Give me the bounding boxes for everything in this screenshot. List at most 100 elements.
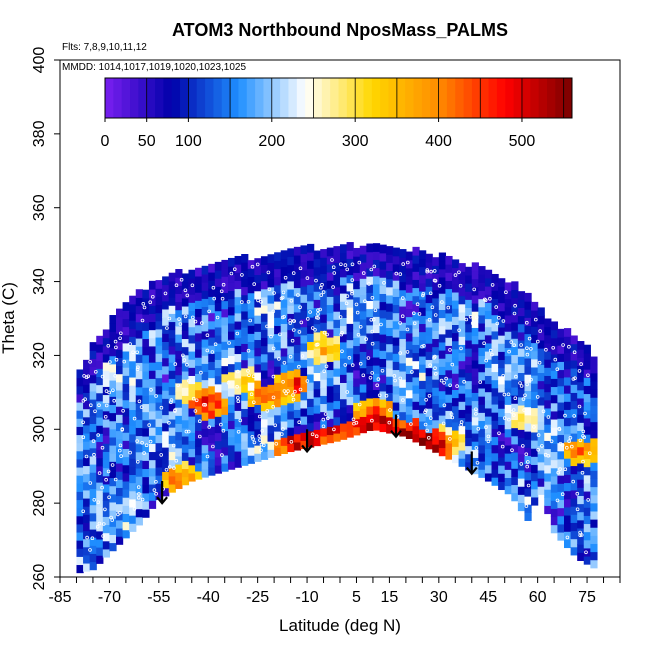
heat-cell bbox=[452, 308, 460, 317]
heat-cell bbox=[280, 437, 288, 446]
heat-cell bbox=[201, 363, 209, 373]
heat-cell bbox=[452, 291, 460, 301]
heat-cell bbox=[504, 339, 512, 349]
heat-cell bbox=[386, 384, 394, 393]
heat-cell bbox=[201, 428, 209, 438]
heat-cell bbox=[333, 351, 341, 361]
heat-cell bbox=[590, 519, 598, 528]
heat-cell bbox=[102, 378, 111, 387]
observation-point bbox=[173, 409, 177, 413]
heat-cell bbox=[524, 382, 532, 391]
observation-point bbox=[457, 270, 461, 275]
heat-cell bbox=[531, 456, 539, 465]
heat-cell bbox=[254, 436, 262, 446]
observation-point bbox=[525, 346, 529, 351]
heat-cell bbox=[438, 317, 447, 327]
observation-point bbox=[97, 521, 102, 526]
heat-cell bbox=[109, 493, 117, 503]
heat-cell bbox=[372, 324, 381, 334]
heat-cell bbox=[76, 434, 84, 444]
heat-cell bbox=[405, 381, 414, 391]
observation-point bbox=[504, 290, 508, 295]
x-axis-tick-label: -40 bbox=[197, 589, 220, 606]
observation-point bbox=[198, 434, 202, 439]
colorbar-segment bbox=[155, 78, 164, 118]
heat-cell bbox=[214, 424, 223, 434]
heat-cell bbox=[504, 477, 512, 487]
colorbar-segment bbox=[296, 78, 306, 118]
heat-cell bbox=[254, 355, 262, 365]
heat-cell bbox=[300, 253, 308, 263]
heat-cell bbox=[438, 276, 447, 286]
heat-cell bbox=[504, 331, 512, 340]
heat-cell bbox=[234, 361, 242, 371]
heat-cell bbox=[188, 367, 196, 376]
heat-cell bbox=[247, 365, 255, 375]
heat-cell bbox=[419, 258, 427, 268]
observation-point bbox=[344, 301, 349, 306]
heat-cell bbox=[386, 400, 394, 410]
heat-cell bbox=[188, 326, 196, 336]
heat-cell bbox=[76, 466, 84, 476]
heat-cell bbox=[392, 247, 400, 257]
heat-cell bbox=[564, 449, 572, 459]
heat-cell bbox=[392, 288, 400, 297]
heat-cell bbox=[214, 432, 223, 442]
observation-point bbox=[251, 437, 255, 441]
heat-cell bbox=[458, 263, 466, 272]
heat-cell bbox=[83, 473, 91, 483]
heat-cell bbox=[96, 506, 104, 516]
heat-cell bbox=[438, 374, 447, 384]
observation-point bbox=[250, 264, 255, 269]
heat-cell bbox=[564, 466, 572, 475]
heat-cell bbox=[181, 305, 190, 315]
observation-point bbox=[316, 308, 320, 313]
observation-point bbox=[339, 332, 344, 337]
observation-point bbox=[535, 395, 540, 399]
observation-point bbox=[572, 414, 576, 418]
observation-point bbox=[579, 533, 584, 537]
heat-cell bbox=[280, 250, 288, 260]
observation-point bbox=[512, 343, 516, 348]
heat-cell bbox=[89, 358, 97, 368]
heat-cell bbox=[175, 455, 183, 465]
heat-cell bbox=[445, 264, 453, 273]
heat-cell bbox=[228, 387, 236, 397]
x-axis-tick-label: 5 bbox=[352, 589, 361, 606]
observation-point bbox=[113, 477, 118, 482]
heat-cell bbox=[293, 425, 302, 435]
heat-cell bbox=[267, 424, 275, 434]
heat-cell bbox=[491, 477, 499, 486]
heat-cell bbox=[320, 305, 328, 315]
observation-point bbox=[527, 336, 532, 341]
heat-cell bbox=[386, 319, 394, 328]
heat-cell bbox=[432, 305, 440, 315]
heat-cell bbox=[274, 422, 282, 432]
heat-cell bbox=[452, 446, 460, 455]
heat-cell bbox=[175, 390, 183, 400]
observation-point bbox=[213, 342, 218, 347]
heat-cell bbox=[372, 365, 381, 374]
observation-point bbox=[131, 350, 135, 355]
heat-cell bbox=[247, 357, 255, 367]
heat-cell bbox=[214, 448, 223, 458]
heat-cell bbox=[168, 329, 176, 339]
heat-cell bbox=[498, 359, 506, 369]
heat-cell bbox=[386, 351, 394, 361]
heat-cell bbox=[181, 322, 190, 331]
colorbar-segment bbox=[355, 78, 365, 118]
observation-point bbox=[549, 439, 554, 444]
heat-cell bbox=[531, 301, 539, 311]
observation-point bbox=[181, 353, 185, 358]
heat-cell bbox=[570, 465, 578, 475]
observation-point bbox=[377, 393, 382, 398]
observation-point bbox=[411, 311, 416, 316]
heat-cell bbox=[359, 335, 367, 344]
heat-cell bbox=[195, 332, 203, 342]
heat-cell bbox=[386, 359, 394, 369]
heat-cell bbox=[162, 349, 170, 359]
heat-cell bbox=[333, 392, 341, 402]
observation-point bbox=[281, 290, 286, 295]
heat-cell bbox=[577, 495, 585, 505]
heat-cell bbox=[537, 453, 545, 463]
